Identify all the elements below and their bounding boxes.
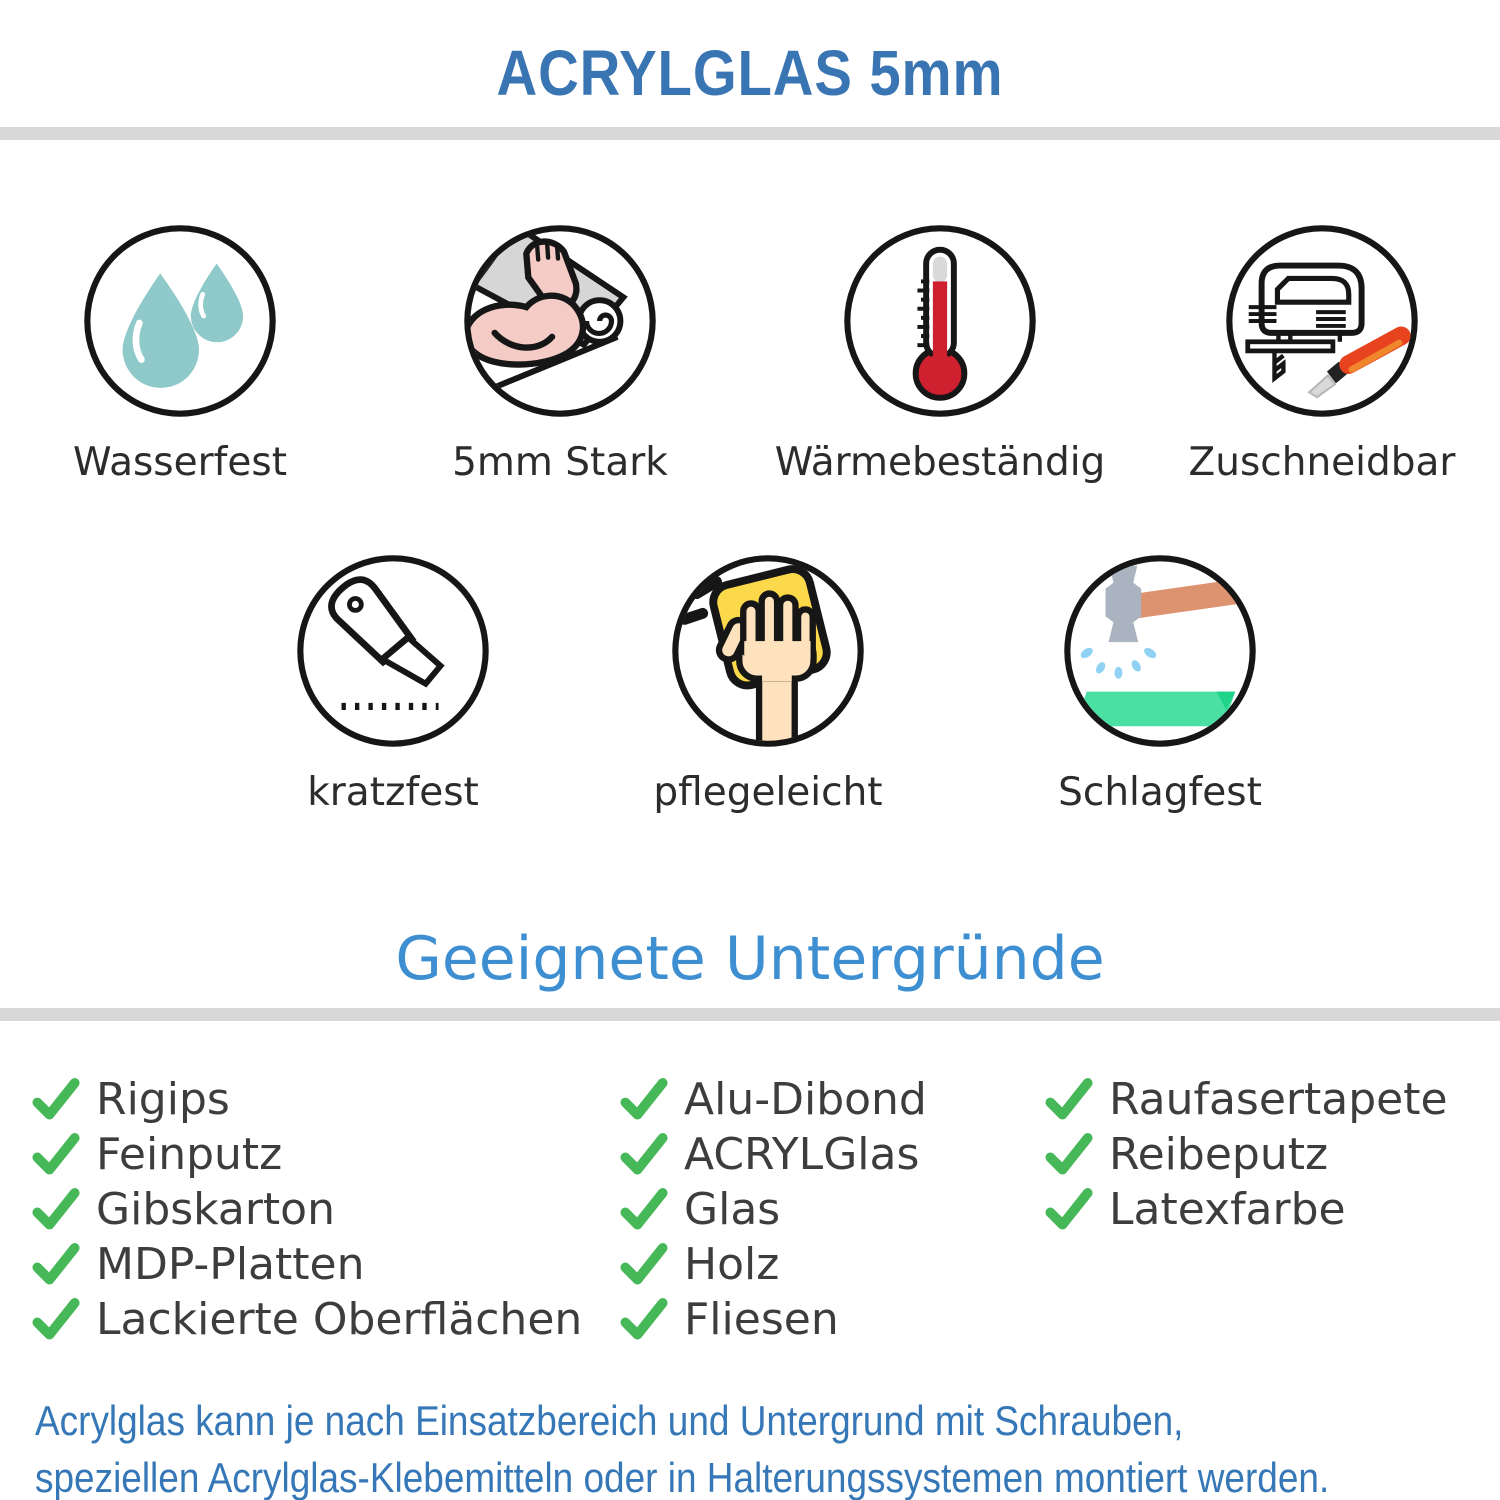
list-item: Rigips	[30, 1072, 582, 1127]
list-item: Holz	[618, 1237, 927, 1292]
divider-bar	[0, 1008, 1500, 1021]
checkmark-icon	[1043, 1184, 1095, 1236]
list-item-label: Latexfarbe	[1109, 1184, 1346, 1235]
list-item-label: Raufasertapete	[1109, 1074, 1448, 1125]
muscle-arm-roll-icon	[461, 222, 659, 420]
feature-zuschneidbar: Zuschneidbar	[1162, 222, 1482, 485]
checkmark-icon	[618, 1239, 670, 1291]
list-item-label: Rigips	[96, 1074, 230, 1125]
list-item-label: MDP-Platten	[96, 1239, 365, 1290]
thermometer-icon	[841, 222, 1039, 420]
feature-label: Zuschneidbar	[1188, 440, 1456, 485]
list-item: Raufasertapete	[1043, 1072, 1448, 1127]
checkmark-icon	[30, 1184, 82, 1236]
feature-label: pflegeleicht	[653, 770, 883, 815]
feature-label: Schlagfest	[1058, 770, 1262, 815]
feature-pflegeleicht: pflegeleicht	[608, 552, 928, 815]
jigsaw-cutter-icon	[1223, 222, 1421, 420]
list-item-label: Lackierte Oberflächen	[96, 1294, 583, 1345]
feature-waermebestaendig: Wärmebeständig	[775, 222, 1105, 485]
list-item: Feinputz	[30, 1127, 582, 1182]
list-item-label: Glas	[684, 1184, 781, 1235]
list-item-label: Reibeputz	[1109, 1129, 1329, 1180]
checkmark-icon	[30, 1294, 82, 1346]
feature-kratzfest: kratzfest	[233, 552, 553, 815]
checkmark-icon	[618, 1184, 670, 1236]
substrate-column-1: Rigips Feinputz Gibskarton MDP-Platten L…	[30, 1072, 582, 1347]
checkmark-icon	[618, 1294, 670, 1346]
substrate-column-2: Alu-Dibond ACRYLGlas Glas Holz Fliesen	[618, 1072, 927, 1347]
hand-cloth-icon	[669, 552, 867, 750]
substrate-column-3: Raufasertapete Reibeputz Latexfarbe	[1043, 1072, 1448, 1237]
checkmark-icon	[618, 1129, 670, 1181]
feature-wasserfest: Wasserfest	[20, 222, 340, 485]
list-item-label: Fliesen	[684, 1294, 839, 1345]
feature-label: 5mm Stark	[452, 440, 668, 485]
footer-line: speziellen Acrylglas-Klebemitteln oder i…	[35, 1454, 1330, 1500]
checkmark-icon	[1043, 1129, 1095, 1181]
list-item: Lackierte Oberflächen	[30, 1292, 582, 1347]
list-item-label: Feinputz	[96, 1129, 283, 1180]
list-item: Reibeputz	[1043, 1127, 1448, 1182]
feature-label: Wasserfest	[73, 440, 287, 485]
checkmark-icon	[30, 1074, 82, 1126]
feature-label: Wärmebeständig	[774, 440, 1106, 485]
list-item: Alu-Dibond	[618, 1072, 927, 1127]
water-drops-icon	[81, 222, 279, 420]
list-item: ACRYLGlas	[618, 1127, 927, 1182]
checkmark-icon	[618, 1074, 670, 1126]
list-item-label: Gibskarton	[96, 1184, 335, 1235]
section-title: Geeignete Untergründe	[395, 924, 1105, 994]
hammer-surface-icon	[1061, 552, 1259, 750]
checkmark-icon	[30, 1129, 82, 1181]
page-title: ACRYLGLAS 5mm	[496, 37, 1004, 109]
list-item: Glas	[618, 1182, 927, 1237]
list-item: Latexfarbe	[1043, 1182, 1448, 1237]
list-item-label: Holz	[684, 1239, 780, 1290]
footer-line: Acrylglas kann je nach Einsatzbereich un…	[35, 1397, 1184, 1444]
list-item-label: Alu-Dibond	[684, 1074, 927, 1125]
checkmark-icon	[1043, 1074, 1095, 1126]
feature-label: kratzfest	[307, 770, 479, 815]
list-item: Gibskarton	[30, 1182, 582, 1237]
list-item-label: ACRYLGlas	[684, 1129, 920, 1180]
divider-bar	[0, 127, 1500, 140]
list-item: Fliesen	[618, 1292, 927, 1347]
feature-5mm-stark: 5mm Stark	[400, 222, 720, 485]
utility-knife-icon	[294, 552, 492, 750]
list-item: MDP-Platten	[30, 1237, 582, 1292]
checkmark-icon	[30, 1239, 82, 1291]
feature-schlagfest: Schlagfest	[1000, 552, 1320, 815]
footer-note: Acrylglas kann je nach Einsatzbereich un…	[35, 1392, 1329, 1500]
